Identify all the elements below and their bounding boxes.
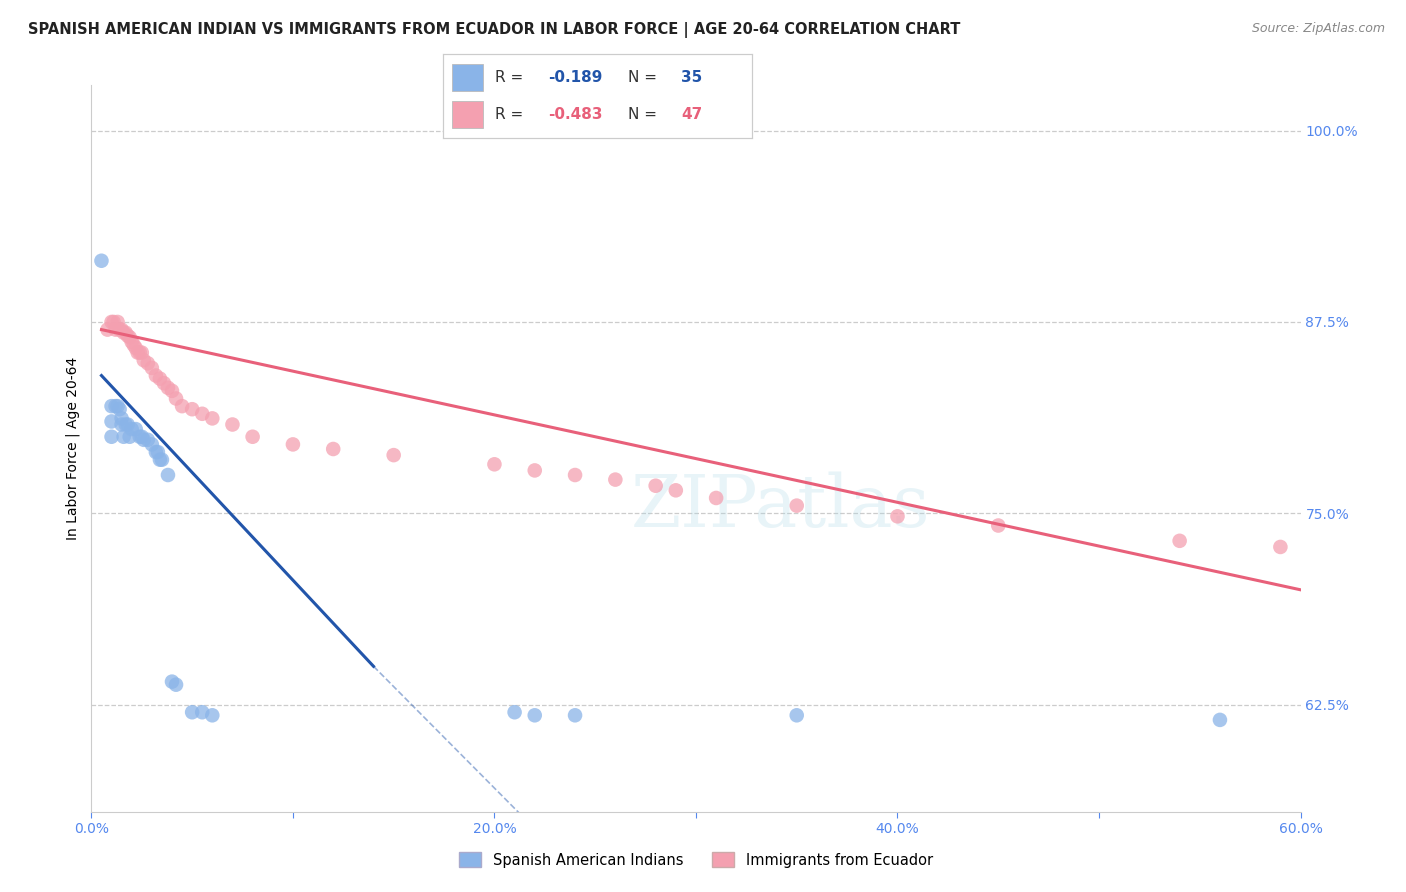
Point: [100, 430, 122, 444]
Point: [165, 392, 187, 406]
Point: [128, 345, 150, 359]
Point: [153, 376, 176, 391]
Point: [108, 402, 131, 417]
Point: [104, 399, 127, 413]
Point: [128, 430, 150, 444]
Point: [150, 452, 173, 467]
Point: [149, 452, 172, 467]
Point: [112, 430, 135, 444]
Point: [141, 360, 163, 375]
Point: [141, 437, 163, 451]
Point: [125, 422, 148, 436]
Point: [564, 708, 586, 723]
Point: [132, 353, 155, 368]
Point: [181, 705, 204, 719]
Point: [191, 407, 214, 421]
Point: [121, 334, 143, 349]
Text: ZIPatlas: ZIPatlas: [631, 471, 931, 541]
Point: [149, 371, 172, 385]
Point: [181, 402, 204, 417]
Point: [100, 315, 122, 329]
Point: [644, 479, 666, 493]
Point: [127, 345, 149, 359]
FancyBboxPatch shape: [453, 63, 484, 91]
Point: [987, 518, 1010, 533]
Point: [484, 458, 506, 472]
Point: [523, 708, 546, 723]
Point: [156, 468, 179, 483]
Point: [242, 430, 264, 444]
Point: [322, 442, 344, 456]
Point: [523, 463, 546, 477]
Point: [131, 430, 153, 444]
Text: 47: 47: [681, 107, 703, 122]
Point: [103, 315, 125, 329]
Point: [281, 437, 304, 451]
Text: N =: N =: [628, 107, 662, 122]
Point: [172, 399, 194, 413]
Text: 35: 35: [681, 70, 703, 85]
Point: [136, 356, 159, 370]
Point: [118, 330, 141, 344]
Point: [114, 326, 136, 340]
Point: [201, 411, 224, 425]
Point: [122, 338, 145, 352]
Point: [886, 509, 908, 524]
Point: [145, 445, 167, 459]
Point: [125, 341, 148, 355]
Point: [165, 678, 187, 692]
Text: Source: ZipAtlas.com: Source: ZipAtlas.com: [1251, 22, 1385, 36]
Point: [117, 417, 139, 432]
Point: [131, 345, 153, 359]
Point: [160, 384, 183, 398]
Point: [132, 433, 155, 447]
Text: R =: R =: [495, 70, 529, 85]
Point: [145, 368, 167, 383]
Point: [786, 499, 808, 513]
Point: [704, 491, 727, 505]
Point: [111, 323, 132, 337]
Point: [665, 483, 688, 498]
Point: [564, 468, 586, 483]
Y-axis label: In Labor Force | Age 20-64: In Labor Force | Age 20-64: [66, 357, 80, 540]
Point: [111, 417, 132, 432]
Point: [160, 674, 183, 689]
Point: [100, 399, 122, 413]
Point: [201, 708, 224, 723]
Point: [111, 411, 132, 425]
Point: [90, 253, 112, 268]
Point: [382, 448, 405, 462]
Point: [114, 417, 136, 432]
Point: [1270, 540, 1292, 554]
Point: [786, 708, 808, 723]
Point: [1168, 533, 1191, 548]
Point: [118, 430, 141, 444]
Text: -0.483: -0.483: [548, 107, 603, 122]
Text: R =: R =: [495, 107, 529, 122]
Point: [191, 705, 214, 719]
Point: [221, 417, 243, 432]
Point: [112, 326, 135, 340]
Point: [108, 323, 131, 337]
Point: [156, 381, 179, 395]
Point: [107, 315, 129, 329]
Text: SPANISH AMERICAN INDIAN VS IMMIGRANTS FROM ECUADOR IN LABOR FORCE | AGE 20-64 CO: SPANISH AMERICAN INDIAN VS IMMIGRANTS FR…: [28, 22, 960, 38]
Point: [503, 705, 526, 719]
Point: [1209, 713, 1232, 727]
FancyBboxPatch shape: [453, 101, 484, 128]
Legend: Spanish American Indians, Immigrants from Ecuador: Spanish American Indians, Immigrants fro…: [453, 847, 939, 873]
Point: [146, 445, 169, 459]
Point: [117, 328, 139, 343]
Text: N =: N =: [628, 70, 662, 85]
Point: [136, 433, 159, 447]
Point: [100, 414, 122, 428]
Text: -0.189: -0.189: [548, 70, 602, 85]
Point: [107, 399, 129, 413]
Point: [96, 323, 118, 337]
Point: [121, 422, 143, 436]
Point: [605, 473, 627, 487]
Point: [104, 323, 127, 337]
